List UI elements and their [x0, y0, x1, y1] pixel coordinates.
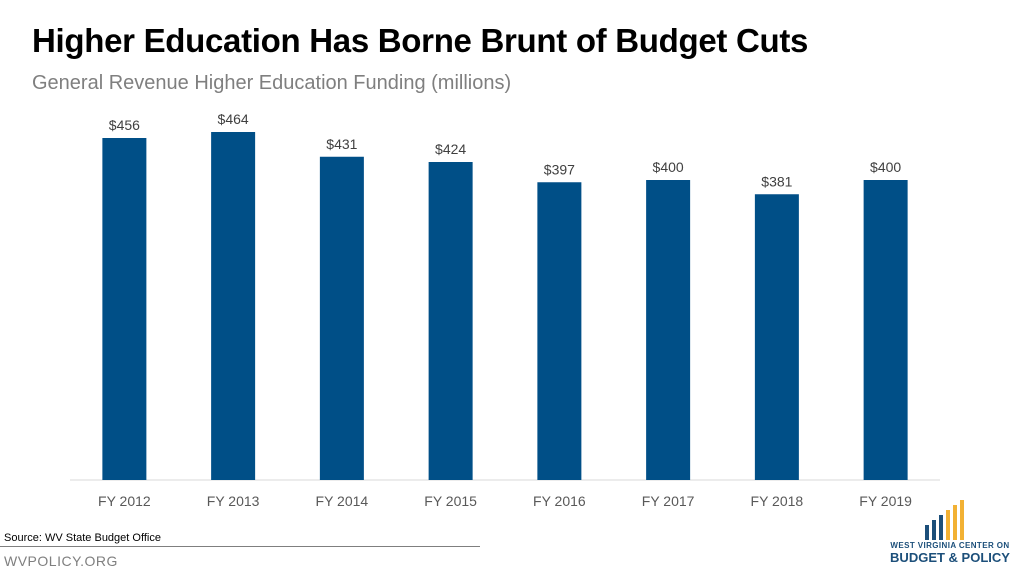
x-tick-label: FY 2012 — [98, 493, 151, 509]
bar — [428, 162, 473, 480]
bar — [863, 180, 908, 480]
data-label: $397 — [544, 161, 575, 177]
x-tick-label: FY 2013 — [207, 493, 260, 509]
data-label: $424 — [435, 141, 466, 157]
bar — [319, 156, 364, 480]
data-label: $431 — [326, 136, 357, 152]
chart-subtitle: General Revenue Higher Education Funding… — [32, 72, 512, 94]
bar — [646, 180, 691, 480]
x-tick-label: FY 2016 — [533, 493, 586, 509]
source-note: Source: WV State Budget Office — [4, 532, 161, 544]
chart-title: Higher Education Has Borne Brunt of Budg… — [32, 22, 809, 59]
bar-chart: $456 FY 2012 $464 FY 2013 $431 FY 2014 $424 FY … — [70, 111, 940, 509]
x-tick-label: FY 2018 — [751, 493, 804, 509]
x-tick-label: FY 2015 — [424, 493, 477, 509]
x-tick-label: FY 2017 — [642, 493, 695, 509]
data-label: $381 — [761, 173, 792, 189]
site-url: WVPOLICY.ORG — [4, 553, 118, 569]
logo-text-line2: BUDGET & POLICY — [890, 550, 1010, 565]
x-tick-label: FY 2014 — [316, 493, 369, 509]
logo-bars-icon — [925, 500, 964, 540]
data-label: $400 — [870, 159, 901, 175]
data-label: $464 — [218, 111, 249, 127]
bar — [102, 138, 147, 480]
logo-text-line1: WEST VIRGINIA CENTER ON — [890, 541, 1010, 550]
data-label: $400 — [653, 159, 684, 175]
footer-divider — [0, 546, 480, 547]
bar — [537, 182, 582, 480]
wvcbp-logo: WEST VIRGINIA CENTER ON BUDGET & POLICY — [880, 495, 1020, 567]
bar — [754, 194, 799, 480]
data-label: $456 — [109, 117, 140, 133]
bar — [211, 132, 256, 480]
x-tick-label: FY 2019 — [859, 493, 912, 509]
